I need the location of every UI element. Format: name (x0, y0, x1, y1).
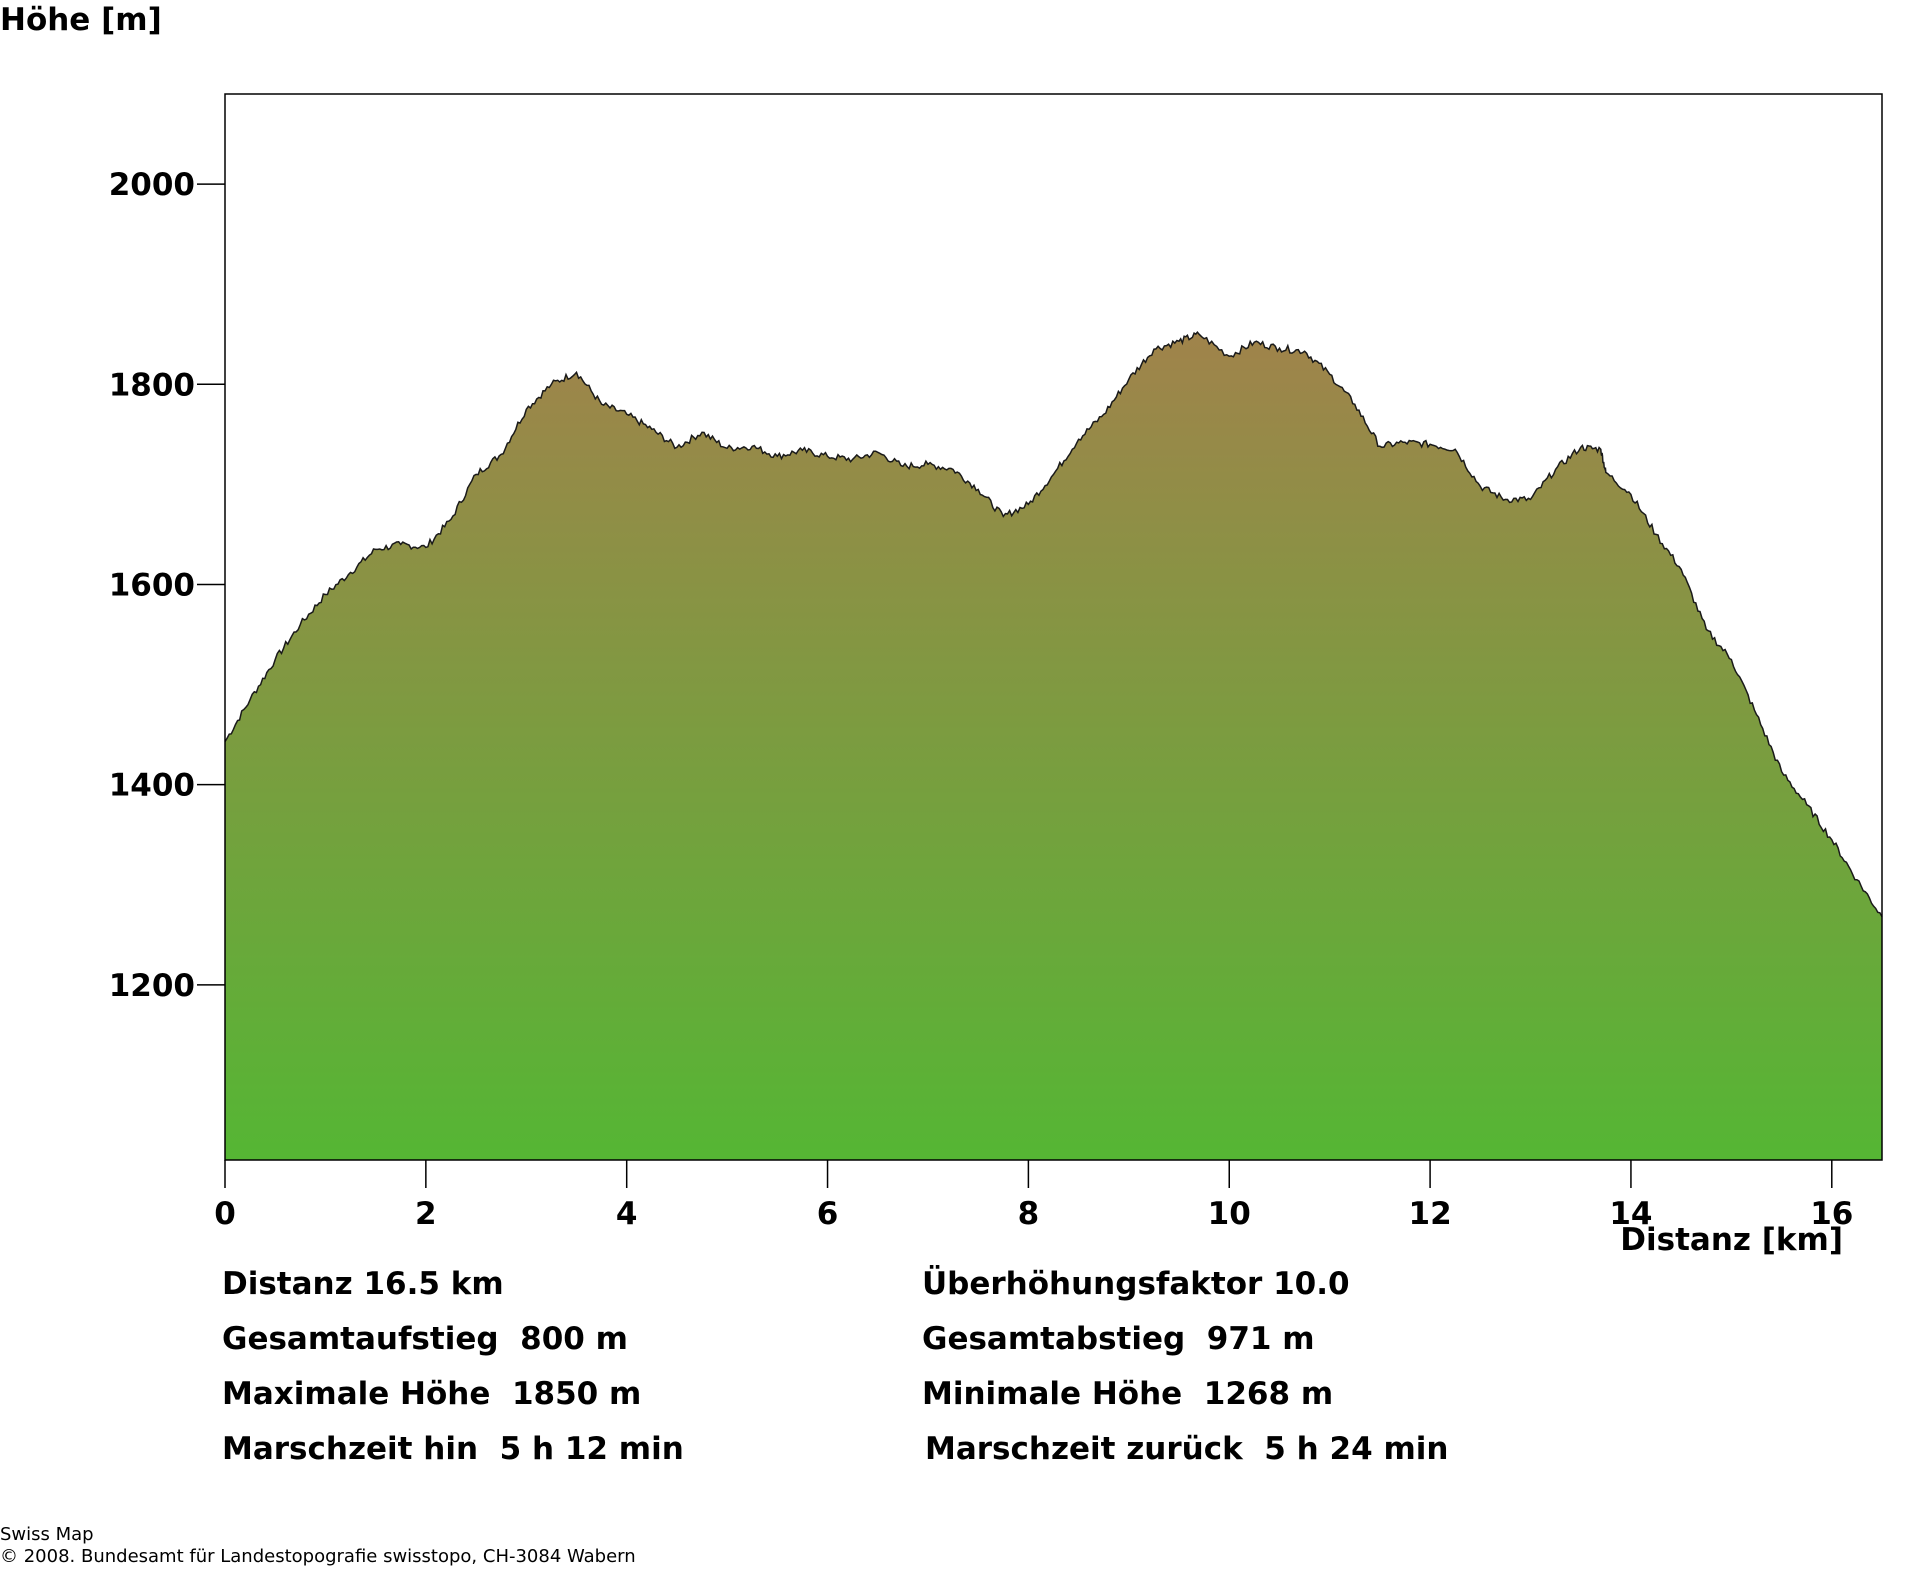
footer-copyright: © 2008. Bundesamt für Landestopografie s… (0, 1546, 636, 1567)
x-tick-label: 4 (616, 1196, 638, 1232)
footer-title: Swiss Map (0, 1524, 94, 1545)
y-tick-label: 2000 (109, 167, 195, 203)
stat-min-height: Minimale Höhe 1268 m (922, 1376, 1334, 1412)
stat-max-height: Maximale Höhe 1850 m (222, 1376, 642, 1412)
y-tick-label: 1800 (109, 367, 195, 403)
y-tick-label: 1200 (109, 968, 195, 1004)
x-tick-label: 2 (415, 1196, 437, 1232)
elevation-line (224, 331, 1883, 918)
stat-total-descent: Gesamtabstieg 971 m (922, 1321, 1315, 1357)
x-tick-label: 0 (214, 1196, 236, 1232)
plot-frame (224, 93, 1883, 1161)
elevation-area (225, 332, 1882, 1160)
x-tick-label: 10 (1208, 1196, 1251, 1232)
x-tick-label: 8 (1018, 1196, 1040, 1232)
x-tick-label: 14 (1609, 1196, 1652, 1232)
x-tick-label: 12 (1409, 1196, 1452, 1232)
y-tick-label: 1400 (109, 768, 195, 804)
x-tick-label: 16 (1810, 1196, 1853, 1232)
y-tick-label: 1600 (109, 567, 195, 603)
stat-time-back: Marschzeit zurück 5 h 24 min (925, 1431, 1449, 1467)
stat-time-forward: Marschzeit hin 5 h 12 min (222, 1431, 684, 1467)
stat-exaggeration: Überhöhungsfaktor 10.0 (922, 1266, 1350, 1302)
x-tick-label: 6 (817, 1196, 839, 1232)
y-axis-title: Höhe [m] (0, 2, 162, 38)
stat-distance: Distanz 16.5 km (222, 1266, 504, 1302)
stat-total-ascent: Gesamtaufstieg 800 m (222, 1321, 628, 1357)
x-axis-title: Distanz [km] (1620, 1222, 1843, 1258)
